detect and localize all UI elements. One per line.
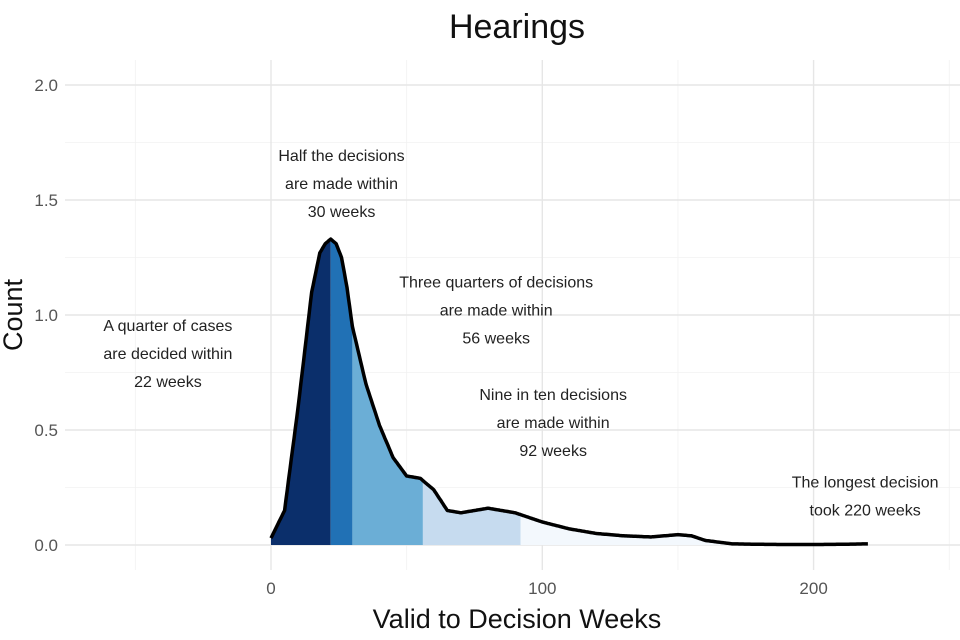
band-92-220	[520, 514, 868, 545]
x-axis-ticks: 0 100 200	[266, 579, 828, 598]
annotation-3: Three quarters of decisions are made with…	[399, 274, 593, 347]
x-tick-label: 0	[266, 579, 275, 598]
annotation-2: Half the decisions are made within 30 week…	[278, 148, 404, 221]
y-axis-ticks: 0.0 0.5 1.0 1.5 2.0	[34, 76, 58, 555]
annotations: A quarter of cases are decided within 22 w…	[103, 148, 938, 520]
annotation-line: 92 weeks	[519, 443, 587, 460]
annotation-line: took 220 weeks	[810, 503, 921, 520]
annotation-line: 56 weeks	[462, 330, 530, 347]
annotation-line: The longest decision	[792, 475, 939, 492]
annotation-line: A quarter of cases	[103, 318, 232, 335]
x-axis-title: Valid to Decision Weeks	[373, 604, 662, 634]
x-tick-label: 100	[528, 579, 556, 598]
annotation-line: 22 weeks	[134, 374, 202, 391]
band-30-56	[352, 326, 423, 545]
annotation-line: 30 weeks	[308, 204, 376, 221]
minor-gridlines	[65, 60, 960, 570]
annotation-line: Three quarters of decisions	[399, 274, 593, 291]
annotation-line: are decided within	[103, 346, 232, 363]
annotation-4: Nine in ten decisions are made within 92 w…	[479, 387, 627, 460]
annotation-line: Nine in ten decisions	[479, 387, 627, 404]
x-tick-label: 200	[799, 579, 827, 598]
annotation-1: A quarter of cases are decided within 22 w…	[103, 318, 232, 391]
major-gridlines	[65, 60, 960, 570]
annotation-line: are made within	[440, 302, 553, 319]
annotation-line: are made within	[497, 415, 610, 432]
annotation-line: are made within	[285, 176, 398, 193]
y-tick-label: 1.5	[34, 191, 58, 210]
y-tick-label: 0.5	[34, 421, 58, 440]
band-22-30	[330, 239, 353, 545]
density-curve-line	[269, 237, 869, 547]
y-axis-title: Count	[0, 278, 28, 351]
band-56-92	[422, 480, 521, 545]
y-tick-label: 1.0	[34, 306, 58, 325]
annotation-5: The longest decision took 220 weeks	[792, 475, 939, 520]
y-tick-label: 2.0	[34, 76, 58, 95]
chart-title: Hearings	[449, 8, 585, 46]
annotation-line: Half the decisions	[278, 148, 404, 165]
y-tick-label: 0.0	[34, 536, 58, 555]
